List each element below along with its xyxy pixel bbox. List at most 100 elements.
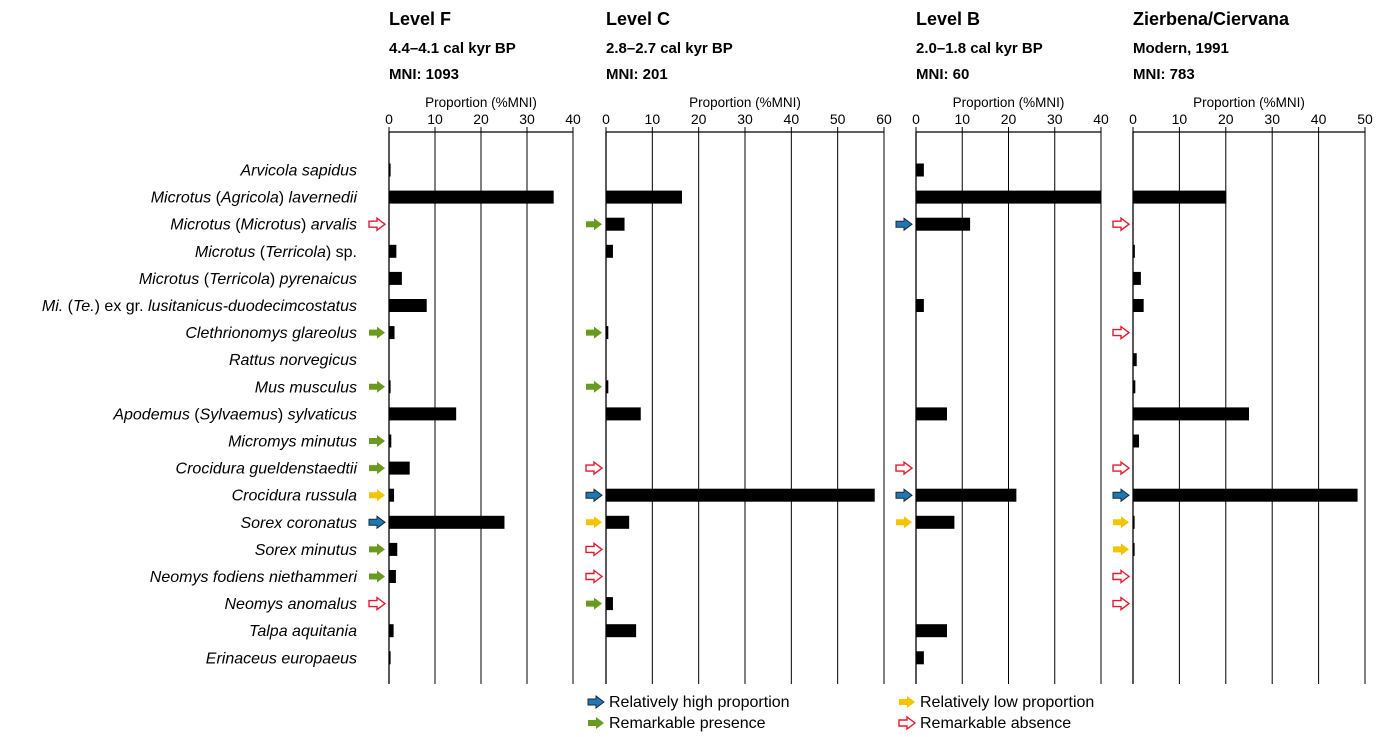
species-label: Neomys fodiens niethammeri	[150, 569, 358, 586]
bar	[606, 380, 609, 394]
species-label: Mi. (Te.) ex gr. lusitanicus-duodecimcos…	[42, 298, 357, 315]
legend-high-icon	[587, 695, 605, 709]
species-label: Microtus (Terricola) sp.	[195, 244, 357, 261]
bar	[1133, 244, 1135, 258]
bar	[916, 407, 947, 421]
marker-absence-icon	[585, 569, 604, 584]
x-axis-label: Proportion (%MNI)	[425, 95, 537, 110]
marker-absence-icon	[585, 460, 604, 476]
bar	[1133, 380, 1136, 394]
bar	[606, 597, 613, 611]
panel-mni: MNI: 1093	[389, 66, 459, 83]
tick-label: 10	[645, 111, 661, 127]
bar	[389, 271, 402, 285]
marker-absence-icon	[368, 596, 387, 611]
species-label: Apodemus (Sylvaemus) sylvaticus	[112, 406, 357, 423]
panel-subtitle: 2.8–2.7 cal kyr BP	[606, 40, 733, 57]
legend-label-high: Relatively high proportion	[609, 694, 790, 711]
species-label: Microtus (Agricola) lavernedii	[151, 190, 358, 207]
bar	[606, 624, 637, 638]
tick-label: 10	[954, 111, 970, 127]
panel-4: Zierbena/Ciervana Modern, 1991 MNI: 783 Pro…	[1112, 9, 1373, 684]
marker-low-icon	[586, 516, 602, 529]
species-label: Crocidura gueldenstaedtii	[176, 461, 358, 478]
bar	[1133, 299, 1144, 312]
marker-absence-icon	[1112, 596, 1131, 611]
marker-low-icon	[896, 516, 912, 529]
marker-absence-icon	[1112, 325, 1131, 341]
species-label: Talpa aquitania	[249, 623, 357, 640]
marker-absence-icon	[1112, 216, 1131, 232]
species-label: Micromys minutus	[228, 434, 357, 451]
species-label: Microtus (Microtus) arvalis	[170, 217, 357, 234]
species-label: Clethrionomys glareolus	[185, 325, 357, 342]
bar	[606, 488, 875, 502]
species-label: Arvicola sapidus	[240, 163, 358, 180]
panel-3: Level B 2.0–1.8 cal kyr BP MNI: 60 Proporti…	[895, 9, 1109, 684]
tick-label: 20	[1218, 111, 1234, 127]
panel-mni: MNI: 201	[606, 66, 668, 83]
tick-label: 30	[1264, 111, 1280, 127]
bar	[916, 515, 955, 529]
marker-high-icon	[585, 488, 603, 503]
species-label: Sorex minutus	[255, 542, 357, 559]
marker-absence-icon	[1112, 569, 1131, 584]
marker-high-icon	[895, 488, 913, 503]
tick-label: 40	[1311, 111, 1327, 127]
marker-absence-icon	[368, 216, 387, 232]
x-axis-label: Proportion (%MNI)	[689, 95, 801, 110]
bar	[916, 299, 924, 312]
marker-high-icon	[895, 217, 913, 232]
bar	[1133, 190, 1227, 204]
bar	[389, 461, 410, 475]
legend-presence-icon	[588, 717, 604, 729]
marker-presence-icon	[586, 380, 602, 393]
marker-absence-icon	[1112, 460, 1131, 476]
marker-presence-icon	[369, 380, 385, 393]
bar	[389, 244, 397, 258]
tick-label: 30	[1047, 111, 1063, 127]
marker-low-icon	[1113, 543, 1129, 556]
tick-label: 20	[473, 111, 489, 127]
bar	[606, 190, 682, 204]
marker-presence-icon	[369, 462, 385, 475]
x-axis-label: Proportion (%MNI)	[1193, 95, 1305, 110]
marker-high-icon	[1112, 488, 1130, 503]
species-label: Mus musculus	[255, 379, 357, 396]
bar	[1133, 407, 1249, 421]
species-label: Sorex coronatus	[240, 515, 357, 532]
bar	[389, 407, 457, 421]
bar	[389, 570, 396, 583]
tick-label: 10	[427, 111, 443, 127]
tick-label: 20	[691, 111, 707, 127]
species-label: Erinaceus europaeus	[206, 650, 357, 667]
tick-label: 20	[1001, 111, 1017, 127]
bar	[389, 299, 427, 312]
species-labels: Arvicola sapidus Microtus (Agricola) lave…	[42, 163, 358, 668]
species-label: Microtus (Terricola) pyrenaicus	[139, 271, 357, 288]
tick-label: 40	[565, 111, 581, 127]
x-axis-label: Proportion (%MNI)	[953, 95, 1065, 110]
bar	[916, 217, 971, 231]
tick-label: 0	[1129, 111, 1137, 127]
panel-1: Level F 4.4–4.1 cal kyr BP MNI: 1093 Propor…	[368, 9, 581, 684]
bar	[389, 515, 505, 529]
panel-subtitle: Modern, 1991	[1133, 40, 1229, 57]
tick-label: 0	[912, 111, 920, 127]
bar	[389, 651, 391, 665]
bar	[389, 488, 395, 502]
legend-absence-icon	[898, 715, 917, 731]
bar	[1133, 542, 1135, 556]
legend-label-absence: Remarkable absence	[920, 715, 1071, 732]
tick-label: 50	[830, 111, 846, 127]
bar	[606, 217, 625, 231]
bar	[389, 190, 554, 204]
species-label: Rattus norvegicus	[229, 352, 357, 369]
tick-label: 30	[519, 111, 535, 127]
legend: Relatively high proportion Remarkable pre…	[587, 694, 1094, 732]
marker-presence-icon	[586, 597, 602, 610]
legend-label-low: Relatively low proportion	[920, 694, 1094, 711]
panel-subtitle: 2.0–1.8 cal kyr BP	[916, 40, 1043, 57]
tick-label: 0	[602, 111, 610, 127]
